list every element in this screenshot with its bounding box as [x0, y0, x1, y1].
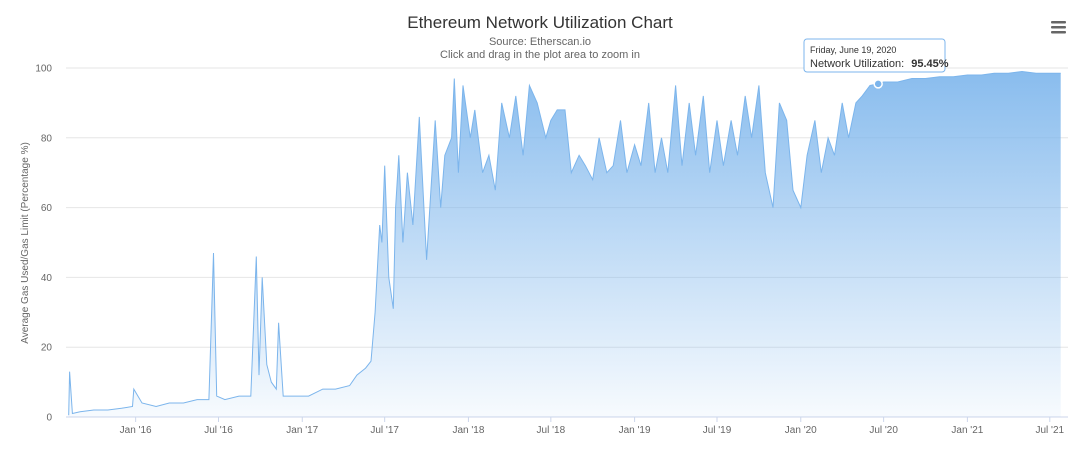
series-area[interactable]: [68, 71, 1061, 418]
x-tick-label: Jul '19: [703, 425, 732, 436]
x-tick-label: Jul '18: [537, 425, 566, 436]
hover-point-marker[interactable]: [873, 79, 883, 89]
y-tick-label: 80: [41, 133, 53, 144]
x-tick-label: Jul '20: [869, 425, 898, 436]
x-tick-label: Jan '20: [785, 425, 817, 436]
tooltip: Friday, June 19, 2020 Network Utilizatio…: [803, 38, 949, 73]
y-tick-label: 100: [35, 64, 52, 75]
chart-subtitle: Source: Etherscan.io: [489, 36, 591, 48]
x-axis-ticks: Jan '16 Jul '16 Jan '17 Jul '17 Jan '18 Jul '…: [66, 416, 1068, 436]
x-tick-label: Jan '21: [951, 425, 983, 436]
tooltip-value: 95.45%: [911, 58, 949, 70]
hamburger-menu-icon[interactable]: [1048, 18, 1070, 36]
x-tick-label: Jul '17: [370, 425, 399, 436]
y-axis-ticks: 0 20 40 60 80 100: [35, 64, 52, 424]
x-tick-label: Jul '21: [1035, 425, 1064, 436]
x-tick-label: Jan '16: [120, 425, 152, 436]
y-tick-label: 0: [46, 413, 52, 424]
y-axis-title: Average Gas Used/Gas Limit (Percentage %…: [20, 142, 31, 344]
y-tick-label: 20: [41, 343, 53, 354]
series-group[interactable]: [68, 70, 1061, 418]
tooltip-series-label: Network Utilization: 95.45%: [810, 58, 949, 70]
x-tick-label: Jan '18: [452, 425, 484, 436]
y-tick-label: 40: [41, 273, 53, 284]
tooltip-date: Friday, June 19, 2020: [810, 45, 896, 55]
y-tick-label: 60: [41, 203, 53, 214]
x-tick-label: Jan '17: [286, 425, 318, 436]
series-line[interactable]: [68, 70, 1061, 416]
tooltip-series-name: Network Utilization:: [810, 58, 904, 70]
chart-zoom-hint: Click and drag in the plot area to zoom …: [440, 49, 640, 61]
tooltip-box: [803, 38, 946, 73]
x-tick-label: Jul '16: [204, 425, 233, 436]
x-tick-label: Jan '19: [619, 425, 651, 436]
chart-title: Ethereum Network Utilization Chart: [407, 13, 673, 32]
